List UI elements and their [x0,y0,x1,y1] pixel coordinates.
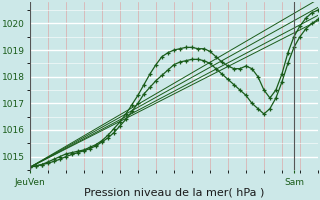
X-axis label: Pression niveau de la mer( hPa ): Pression niveau de la mer( hPa ) [84,188,264,198]
